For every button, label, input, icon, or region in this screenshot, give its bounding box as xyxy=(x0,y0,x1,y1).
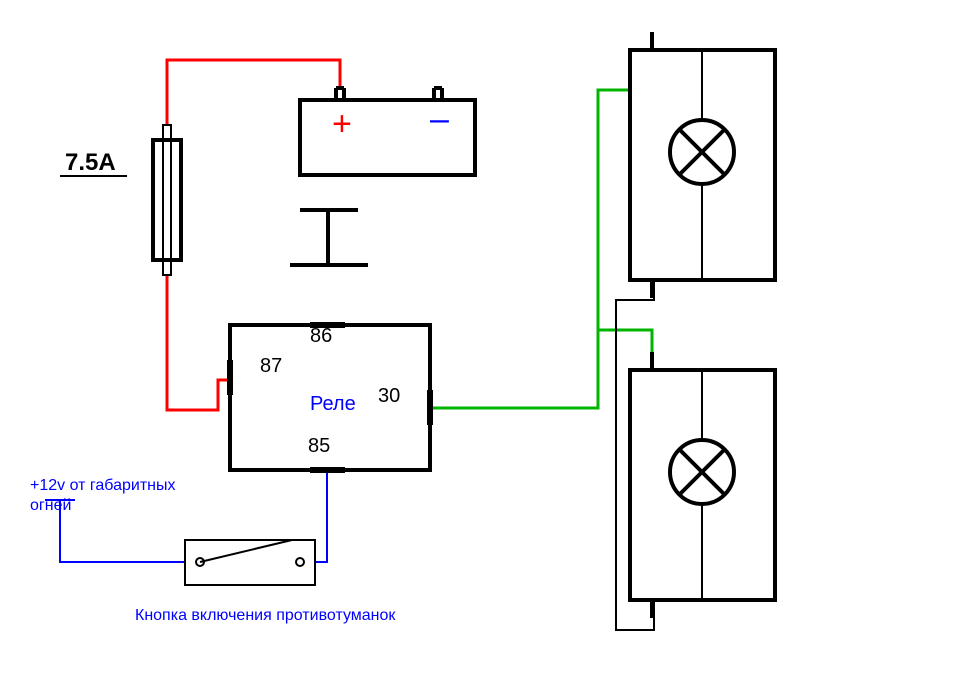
fuse-inner xyxy=(163,125,171,275)
switch-terminal-right xyxy=(296,558,304,566)
label-12v-line1: +12v от габаритных xyxy=(30,477,175,494)
relay-name-label: Реле xyxy=(310,393,356,415)
relay-pin87-label: 87 xyxy=(260,355,282,377)
fuse-label: 7.5A xyxy=(65,149,116,176)
wire-red-1 xyxy=(167,275,230,410)
label-switch-caption: Кнопка включения противотуманок xyxy=(135,607,396,624)
relay-pin85-label: 85 xyxy=(308,435,330,457)
wire-blue-0 xyxy=(315,470,327,562)
label-12v-line2: огней xyxy=(30,497,71,514)
wire-green-1 xyxy=(598,330,652,370)
relay-pin86-label: 86 xyxy=(310,325,332,347)
relay-pin30-label: 30 xyxy=(378,385,400,407)
battery-minus-label: – xyxy=(430,100,449,138)
wire-blue-1 xyxy=(60,500,185,562)
battery-plus-label: + xyxy=(332,105,352,143)
